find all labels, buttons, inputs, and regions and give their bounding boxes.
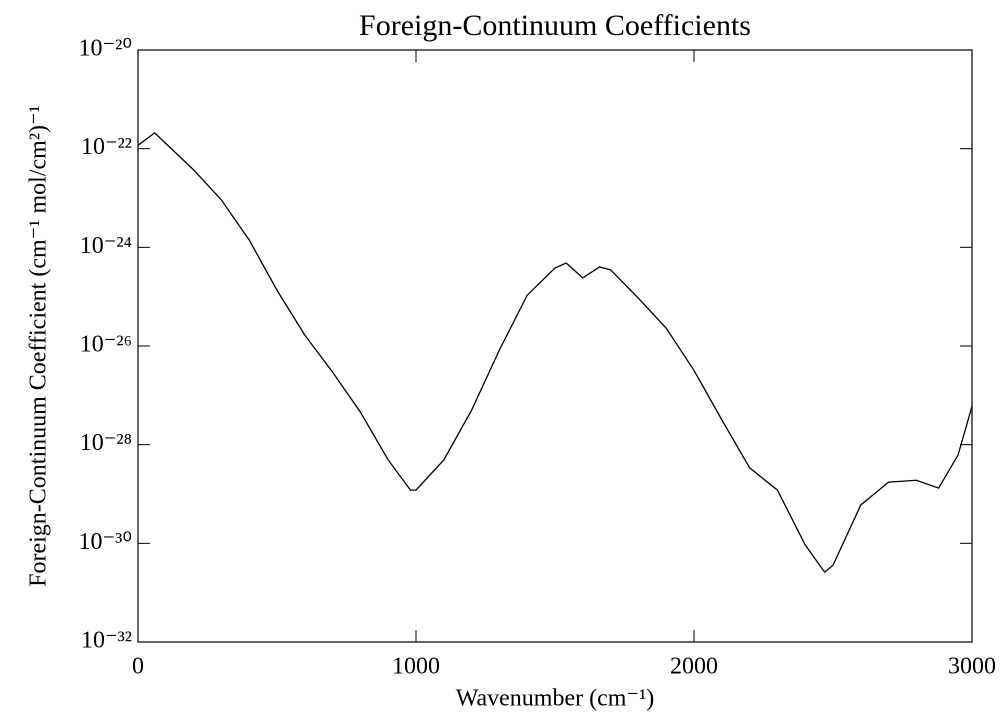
y-tick-label: 10⁻²⁰ [79, 36, 132, 62]
y-tick-label: 10⁻²² [81, 134, 132, 160]
y-tick-label: 10⁻²⁴ [80, 233, 132, 259]
chart-title: Foreign-Continuum Coefficients [359, 9, 751, 42]
x-tick-label: 1000 [392, 654, 440, 680]
x-axis-label: Wavenumber (cm⁻¹) [456, 686, 655, 712]
y-tick-label: 10⁻²⁶ [80, 332, 132, 358]
x-tick-label: 2000 [670, 654, 718, 680]
plot-frame [137, 49, 973, 643]
y-tick-label: 10⁻³² [81, 628, 132, 654]
x-tick-label: 3000 [948, 654, 996, 680]
y-tick-label: 10⁻²⁸ [80, 430, 132, 456]
x-tick-label: 0 [132, 654, 144, 680]
data-line [137, 132, 973, 574]
y-axis-label: Foreign-Continuum Coefficient (cm⁻¹ mol/… [26, 105, 52, 587]
y-tick-label: 10⁻³⁰ [79, 529, 132, 555]
